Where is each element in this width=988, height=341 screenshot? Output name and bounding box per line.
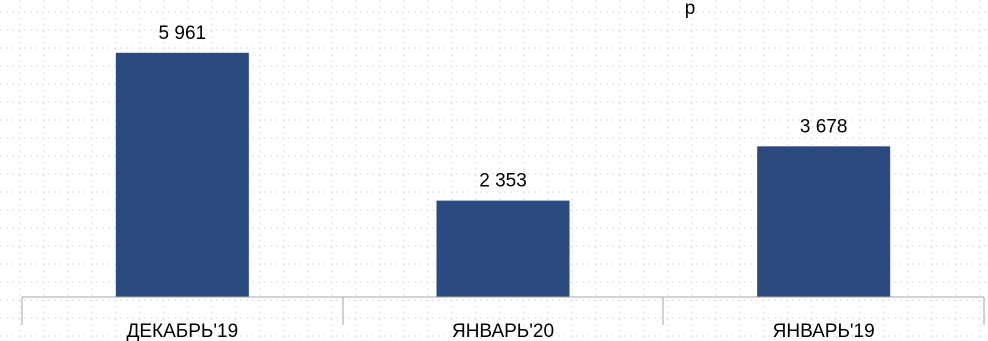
x-tick-label-3: ЯНВАРЬ'19 (773, 321, 875, 341)
bar-3 (757, 146, 891, 297)
bar-2 (436, 200, 570, 297)
bars (115, 52, 891, 297)
bar-1 (115, 52, 249, 297)
chart-title-fragment: р (685, 0, 696, 19)
x-tick-labels: ДЕКАБРЬ'19 ЯНВАРЬ'20 ЯНВАРЬ'19 (127, 321, 875, 341)
x-axis (21, 296, 985, 325)
data-label-1: 5 961 (159, 23, 207, 44)
x-tick-label-2: ЯНВАРЬ'20 (452, 321, 554, 341)
data-label-2: 2 353 (479, 171, 527, 192)
data-label-3: 3 678 (800, 116, 848, 137)
x-tick-label-1: ДЕКАБРЬ'19 (127, 321, 239, 341)
data-labels: 5 961 2 353 3 678 (159, 23, 848, 192)
